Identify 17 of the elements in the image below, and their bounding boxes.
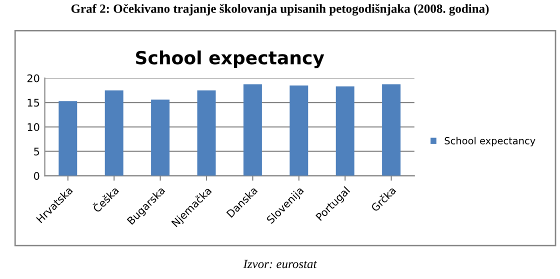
bar [290, 85, 308, 176]
y-tick-label: 5 [34, 148, 40, 156]
chart-subtitle: Graf 2: Očekivano trajanje školovanja upisanih petogodišnjaka (2008. godina) [71, 4, 489, 16]
y-tick-label: 20 [27, 74, 40, 82]
bar [58, 101, 78, 176]
y-tick-label: 10 [28, 123, 40, 132]
bar [382, 84, 401, 176]
bar [336, 86, 354, 176]
bar [151, 100, 170, 176]
bar [197, 90, 216, 176]
y-tick-label: 0 [34, 172, 40, 180]
bar [104, 90, 124, 176]
bar [243, 84, 262, 176]
text: Izvor: eurostat [243, 260, 317, 268]
chart-title: School expectancy [136, 50, 324, 68]
legend-label: School expectancy [444, 136, 536, 146]
y-tick-label: 15 [28, 98, 40, 107]
